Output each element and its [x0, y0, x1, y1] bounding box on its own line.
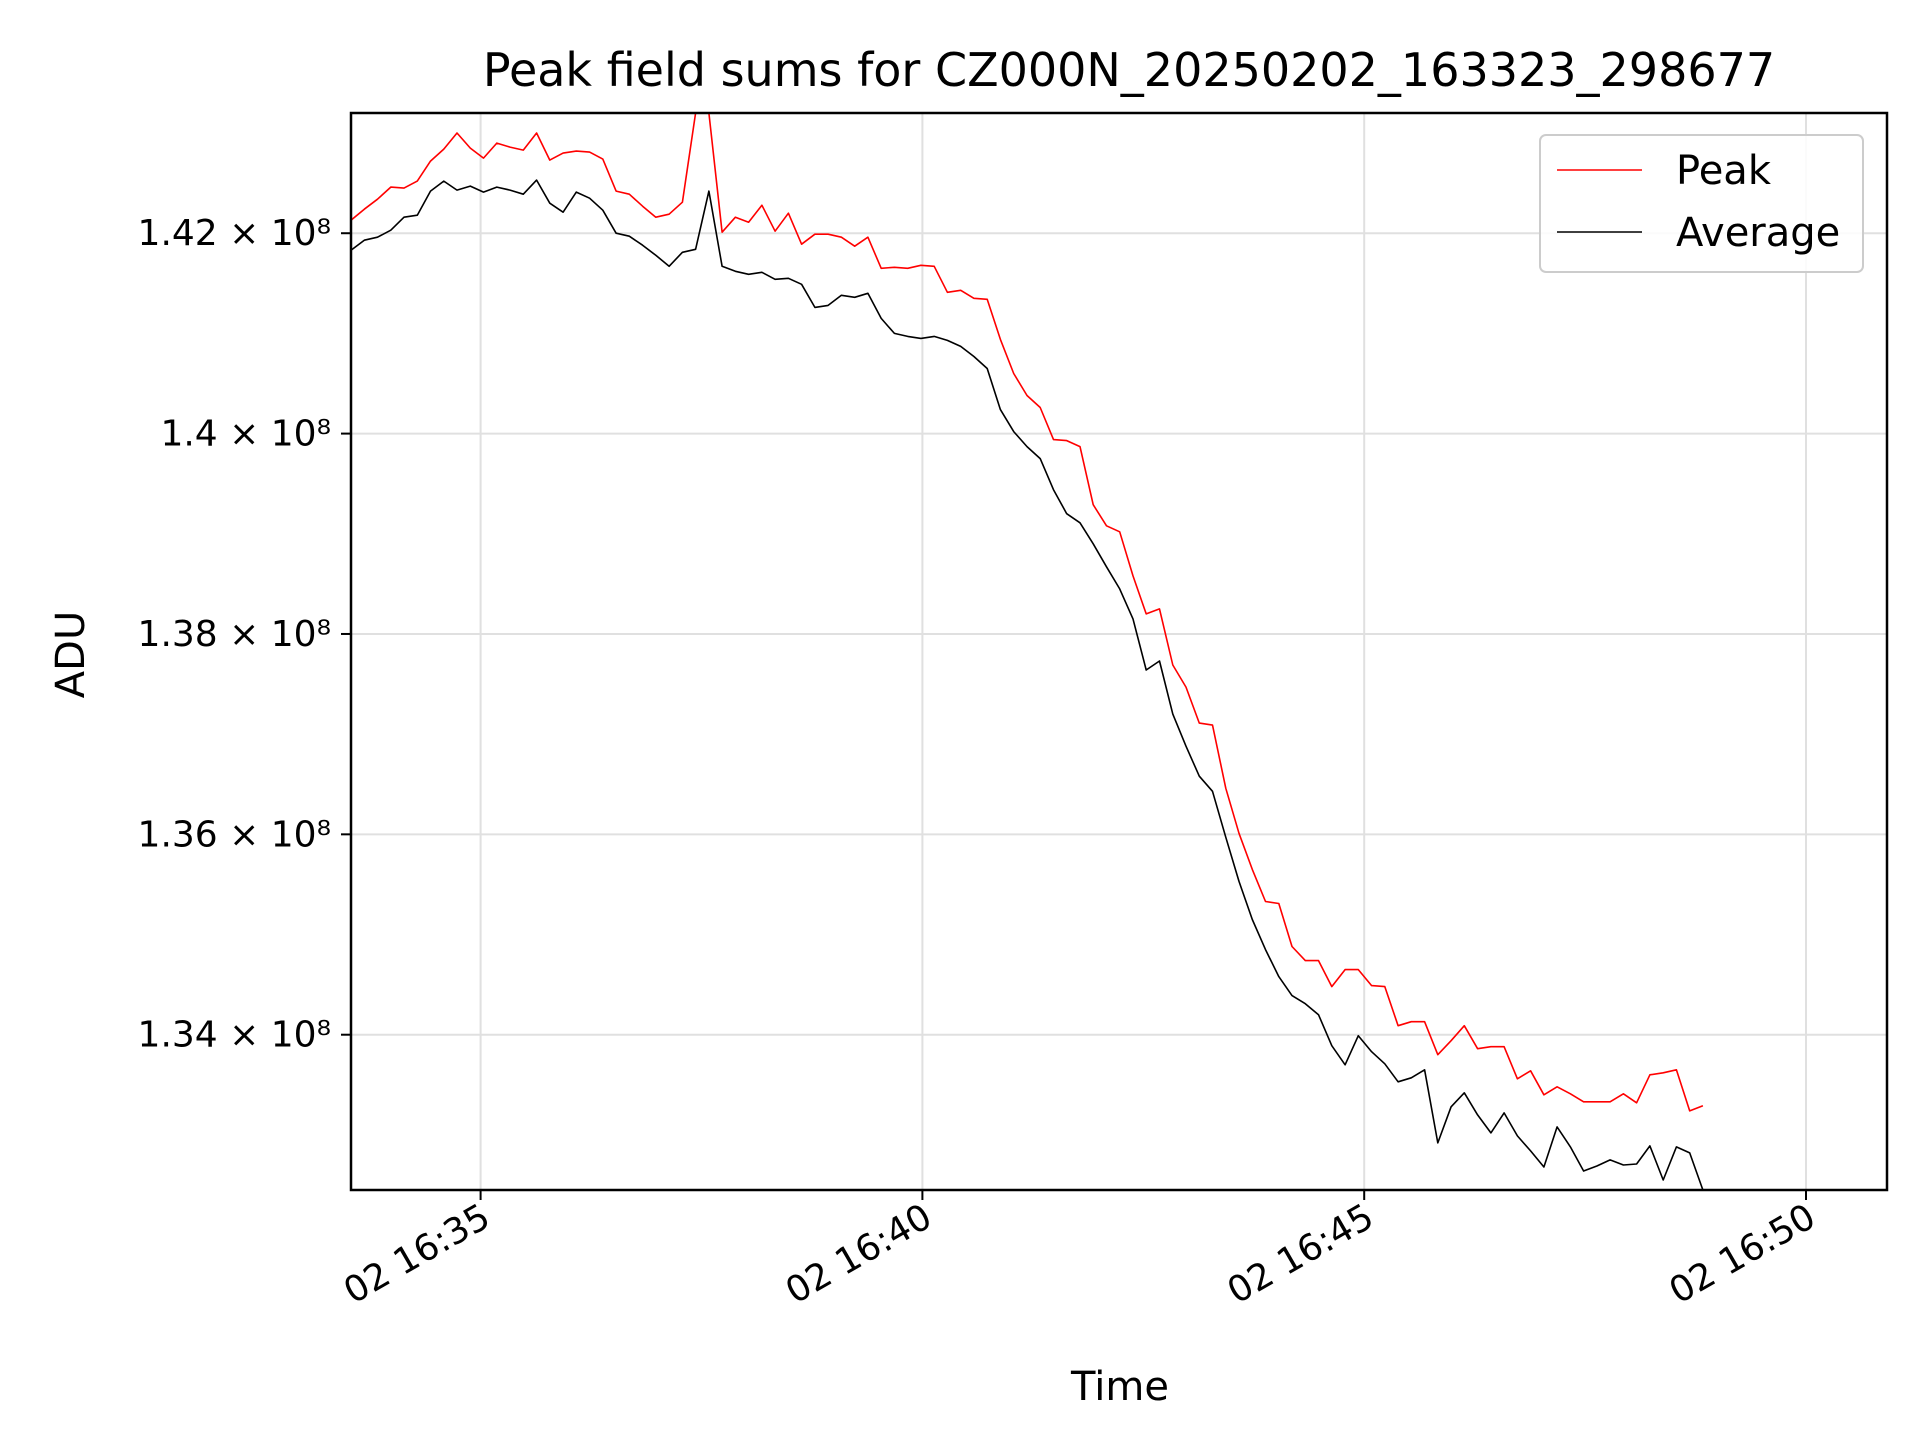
- grid: [351, 113, 1887, 1190]
- series-line-peak: [351, 113, 1704, 1112]
- chart-title: Peak field sums for CZ000N_20250202_1633…: [483, 43, 1775, 97]
- y-tick-label: 1.36 × 10⁸: [138, 814, 331, 855]
- y-tick-label: 1.4 × 10⁸: [160, 414, 331, 455]
- series-line-average: [351, 179, 1704, 1190]
- plot-frame: [349, 111, 1889, 1192]
- x-axis-label: Time: [1070, 1364, 1169, 1410]
- legend-label-peak: Peak: [1676, 148, 1772, 194]
- y-axis-label: ADU: [48, 611, 94, 698]
- series-lines: [351, 113, 1704, 1190]
- y-tick-label: 1.38 × 10⁸: [138, 614, 331, 655]
- legend-label-average: Average: [1676, 210, 1840, 256]
- y-tick-label: 1.42 × 10⁸: [138, 213, 331, 254]
- y-tick-label: 1.34 × 10⁸: [138, 1015, 331, 1056]
- legend: Peak Average: [1539, 134, 1864, 273]
